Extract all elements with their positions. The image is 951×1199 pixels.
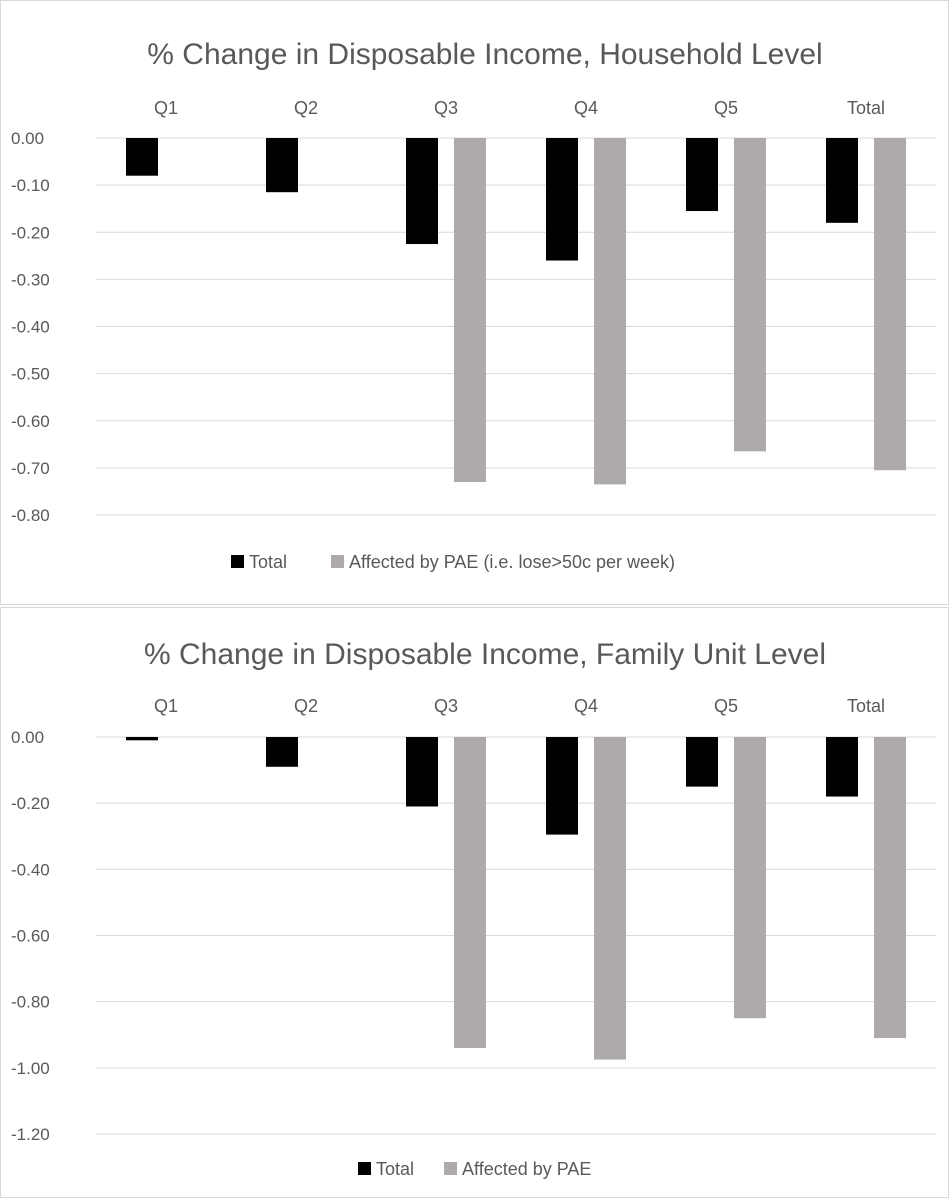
- y-tick-label: -0.40: [11, 860, 50, 879]
- chart-household-level: % Change in Disposable Income, Household…: [0, 0, 949, 605]
- y-tick-label: -1.00: [11, 1059, 50, 1078]
- y-tick-label: -0.70: [11, 459, 50, 478]
- category-label: Q2: [294, 696, 318, 716]
- legend-label: Affected by PAE: [462, 1159, 591, 1179]
- bar-affected-q5: [734, 138, 766, 452]
- y-tick-label: -0.60: [11, 927, 50, 946]
- y-tick-label: 0.00: [11, 129, 44, 148]
- bar-total-q5: [686, 737, 718, 787]
- bar-total-q1: [126, 138, 158, 176]
- y-tick-label: -0.20: [11, 794, 50, 813]
- bar-total-q2: [266, 138, 298, 193]
- bar-affected-q3: [454, 737, 486, 1048]
- category-label: Q1: [154, 696, 178, 716]
- y-tick-label: -0.30: [11, 270, 50, 289]
- bar-total-q1: [126, 737, 158, 741]
- chart-family-svg: % Change in Disposable Income, Family Un…: [11, 638, 936, 1179]
- chart-family-unit-level: % Change in Disposable Income, Family Un…: [0, 607, 949, 1198]
- legend-label: Affected by PAE (i.e. lose>50c per week): [349, 552, 675, 572]
- bar-total-q2: [266, 737, 298, 767]
- bar-total-q3: [406, 737, 438, 807]
- bar-total-q4: [546, 737, 578, 835]
- bar-affected-q4: [594, 138, 626, 485]
- legend-label: Total: [376, 1159, 414, 1179]
- y-tick-label: -1.20: [11, 1125, 50, 1144]
- y-tick-label: -0.80: [11, 506, 50, 525]
- y-tick-label: -0.80: [11, 993, 50, 1012]
- bar-total-total: [826, 138, 858, 223]
- bar-total-q3: [406, 138, 438, 245]
- legend-swatch: [444, 1162, 458, 1175]
- legend-label: Total: [249, 552, 287, 572]
- y-tick-label: -0.10: [11, 176, 50, 195]
- category-label: Q2: [294, 98, 318, 118]
- y-tick-label: 0.00: [11, 728, 44, 747]
- y-tick-label: -0.20: [11, 223, 50, 242]
- legend-swatch: [358, 1162, 371, 1175]
- category-label: Total: [847, 696, 885, 716]
- category-label: Total: [847, 98, 885, 118]
- y-tick-label: -0.60: [11, 412, 50, 431]
- bar-total-q4: [546, 138, 578, 261]
- bar-total-q5: [686, 138, 718, 212]
- y-tick-label: -0.40: [11, 318, 50, 337]
- chart-title: % Change in Disposable Income, Household…: [147, 38, 822, 71]
- chart-title: % Change in Disposable Income, Family Un…: [144, 638, 826, 671]
- chart-household-svg: % Change in Disposable Income, Household…: [11, 38, 936, 572]
- bar-affected-total: [874, 138, 906, 471]
- bar-affected-q3: [454, 138, 486, 483]
- category-label: Q5: [714, 696, 738, 716]
- bar-affected-total: [874, 737, 906, 1039]
- category-label: Q3: [434, 696, 458, 716]
- bar-affected-q4: [594, 737, 626, 1060]
- category-label: Q4: [574, 696, 598, 716]
- bar-total-total: [826, 737, 858, 797]
- category-label: Q3: [434, 98, 458, 118]
- bar-affected-q5: [734, 737, 766, 1019]
- category-label: Q4: [574, 98, 598, 118]
- y-tick-label: -0.50: [11, 365, 50, 384]
- legend-swatch: [231, 555, 244, 568]
- category-label: Q5: [714, 98, 738, 118]
- category-label: Q1: [154, 98, 178, 118]
- legend-swatch: [331, 555, 345, 568]
